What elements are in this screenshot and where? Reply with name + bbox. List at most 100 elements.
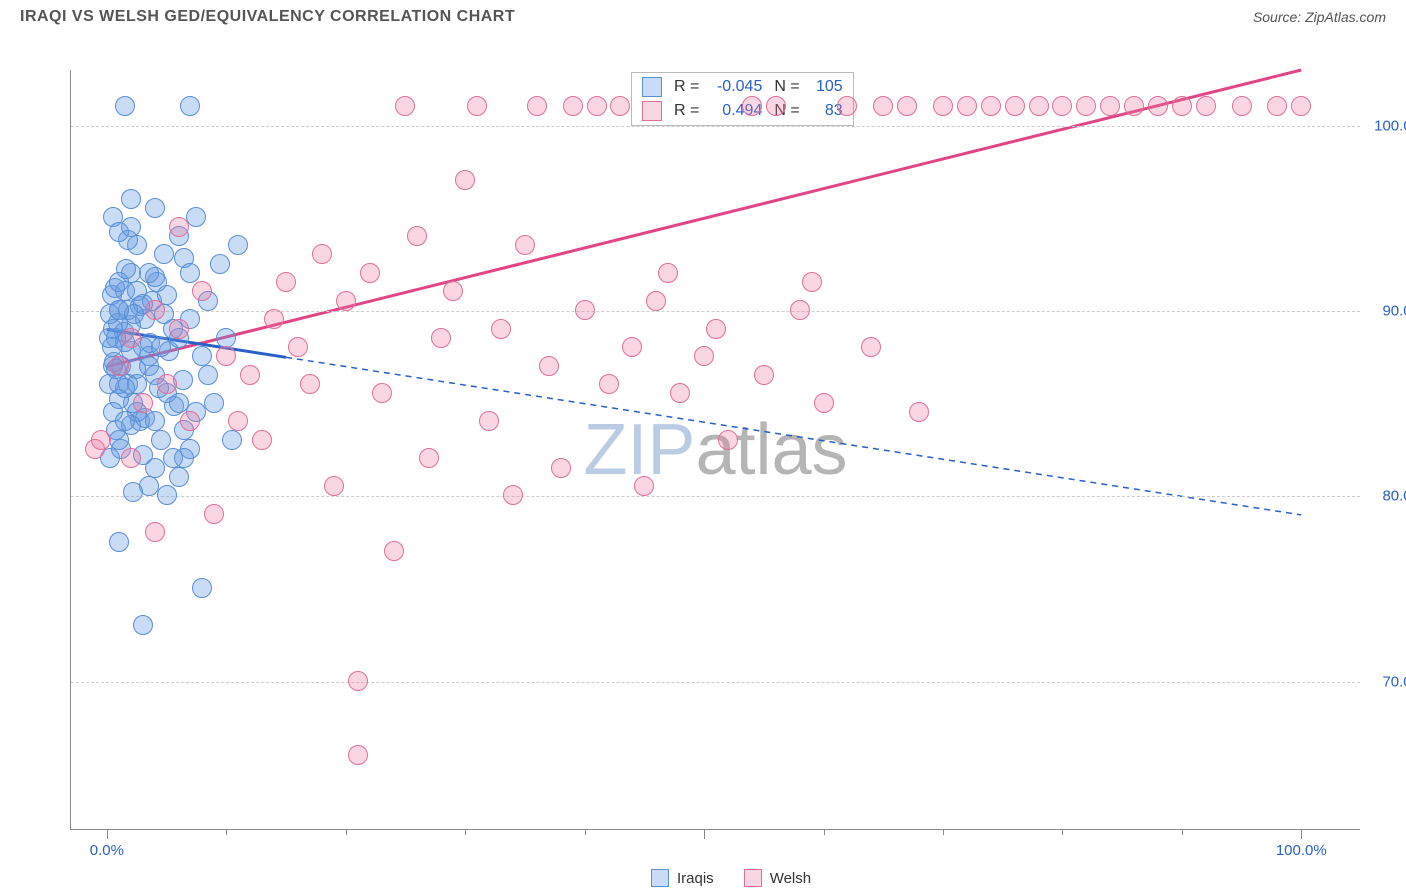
scatter-point-welsh: [491, 319, 511, 339]
scatter-point-iraqis: [111, 356, 131, 376]
scatter-point-iraqis: [102, 337, 122, 357]
scatter-point-iraqis: [139, 346, 159, 366]
scatter-point-iraqis: [163, 448, 183, 468]
legend-label-welsh: Welsh: [770, 870, 811, 887]
stats-r-value-welsh: 0.494: [707, 102, 762, 120]
scatter-point-welsh: [467, 96, 487, 116]
scatter-point-welsh: [706, 319, 726, 339]
scatter-point-iraqis: [198, 291, 218, 311]
scatter-point-iraqis: [222, 430, 242, 450]
scatter-point-iraqis: [100, 448, 120, 468]
scatter-point-iraqis: [169, 467, 189, 487]
scatter-point-welsh: [1291, 96, 1311, 116]
scatter-point-welsh: [455, 170, 475, 190]
scatter-point-iraqis: [104, 352, 124, 372]
scatter-point-iraqis: [151, 430, 171, 450]
x-tick: [585, 829, 586, 835]
stats-n-label: N =: [774, 102, 799, 120]
scatter-point-welsh: [169, 319, 189, 339]
scatter-point-welsh: [610, 96, 630, 116]
scatter-point-welsh: [515, 235, 535, 255]
scatter-point-welsh: [145, 300, 165, 320]
scatter-point-iraqis: [99, 328, 119, 348]
stats-r-value-iraqis: -0.045: [707, 78, 762, 96]
scatter-point-iraqis: [180, 309, 200, 329]
scatter-point-iraqis: [157, 485, 177, 505]
x-tick-label: 0.0%: [90, 842, 124, 859]
scatter-point-welsh: [1029, 96, 1049, 116]
swatch-iraqis: [642, 77, 662, 97]
scatter-point-iraqis: [114, 322, 134, 342]
scatter-point-welsh: [1232, 96, 1252, 116]
scatter-point-welsh: [384, 541, 404, 561]
x-tick: [943, 829, 944, 835]
scatter-point-iraqis: [154, 244, 174, 264]
scatter-point-iraqis: [115, 96, 135, 116]
scatter-point-welsh: [646, 291, 666, 311]
scatter-point-iraqis: [127, 402, 147, 422]
gridline: [71, 496, 1360, 497]
scatter-point-welsh: [145, 522, 165, 542]
scatter-point-iraqis: [111, 439, 131, 459]
scatter-point-welsh: [1005, 96, 1025, 116]
legend-label-iraqis: Iraqis: [677, 870, 714, 887]
scatter-point-iraqis: [133, 337, 153, 357]
x-tick: [465, 829, 466, 835]
legend-item-iraqis: Iraqis: [651, 869, 714, 887]
scatter-point-welsh: [324, 476, 344, 496]
scatter-point-iraqis: [106, 328, 126, 348]
scatter-point-iraqis: [216, 328, 236, 348]
scatter-point-welsh: [407, 226, 427, 246]
bottom-legend: Iraqis Welsh: [651, 869, 811, 887]
scatter-point-iraqis: [180, 263, 200, 283]
scatter-point-welsh: [91, 430, 111, 450]
scatter-point-welsh: [252, 430, 272, 450]
scatter-point-iraqis: [180, 439, 200, 459]
x-tick-label: 100.0%: [1276, 842, 1327, 859]
scatter-point-iraqis: [198, 365, 218, 385]
trend-lines-svg: [71, 70, 1361, 830]
scatter-point-welsh: [109, 356, 129, 376]
scatter-point-welsh: [1076, 96, 1096, 116]
scatter-point-welsh: [873, 96, 893, 116]
stats-r-label: R =: [674, 78, 699, 96]
scatter-point-welsh: [479, 411, 499, 431]
scatter-point-welsh: [443, 281, 463, 301]
scatter-point-iraqis: [109, 222, 129, 242]
gridline: [71, 682, 1360, 683]
scatter-point-iraqis: [121, 263, 141, 283]
scatter-point-iraqis: [169, 328, 189, 348]
scatter-point-iraqis: [109, 430, 129, 450]
scatter-point-welsh: [169, 217, 189, 237]
scatter-point-iraqis: [106, 359, 126, 379]
scatter-point-iraqis: [169, 393, 189, 413]
scatter-point-iraqis: [169, 226, 189, 246]
y-tick-label: 70.0%: [1382, 673, 1406, 690]
scatter-point-iraqis: [123, 482, 143, 502]
scatter-point-iraqis: [127, 281, 147, 301]
scatter-point-iraqis: [130, 296, 150, 316]
scatter-point-iraqis: [109, 389, 129, 409]
y-tick-label: 80.0%: [1382, 488, 1406, 505]
scatter-point-iraqis: [145, 458, 165, 478]
scatter-point-iraqis: [123, 393, 143, 413]
scatter-point-welsh: [264, 309, 284, 329]
scatter-point-iraqis: [145, 267, 165, 287]
scatter-point-welsh: [395, 96, 415, 116]
scatter-point-welsh: [300, 374, 320, 394]
scatter-point-welsh: [790, 300, 810, 320]
scatter-point-welsh: [1196, 96, 1216, 116]
scatter-point-welsh: [157, 374, 177, 394]
scatter-point-iraqis: [164, 396, 184, 416]
scatter-point-iraqis: [163, 319, 183, 339]
scatter-point-iraqis: [130, 411, 150, 431]
scatter-point-welsh: [1124, 96, 1144, 116]
scatter-point-iraqis: [149, 378, 169, 398]
stats-r-label: R =: [674, 102, 699, 120]
scatter-point-iraqis: [103, 402, 123, 422]
scatter-point-iraqis: [118, 374, 138, 394]
scatter-point-welsh: [634, 476, 654, 496]
scatter-point-welsh: [861, 337, 881, 357]
x-tick: [346, 829, 347, 835]
scatter-point-welsh: [622, 337, 642, 357]
